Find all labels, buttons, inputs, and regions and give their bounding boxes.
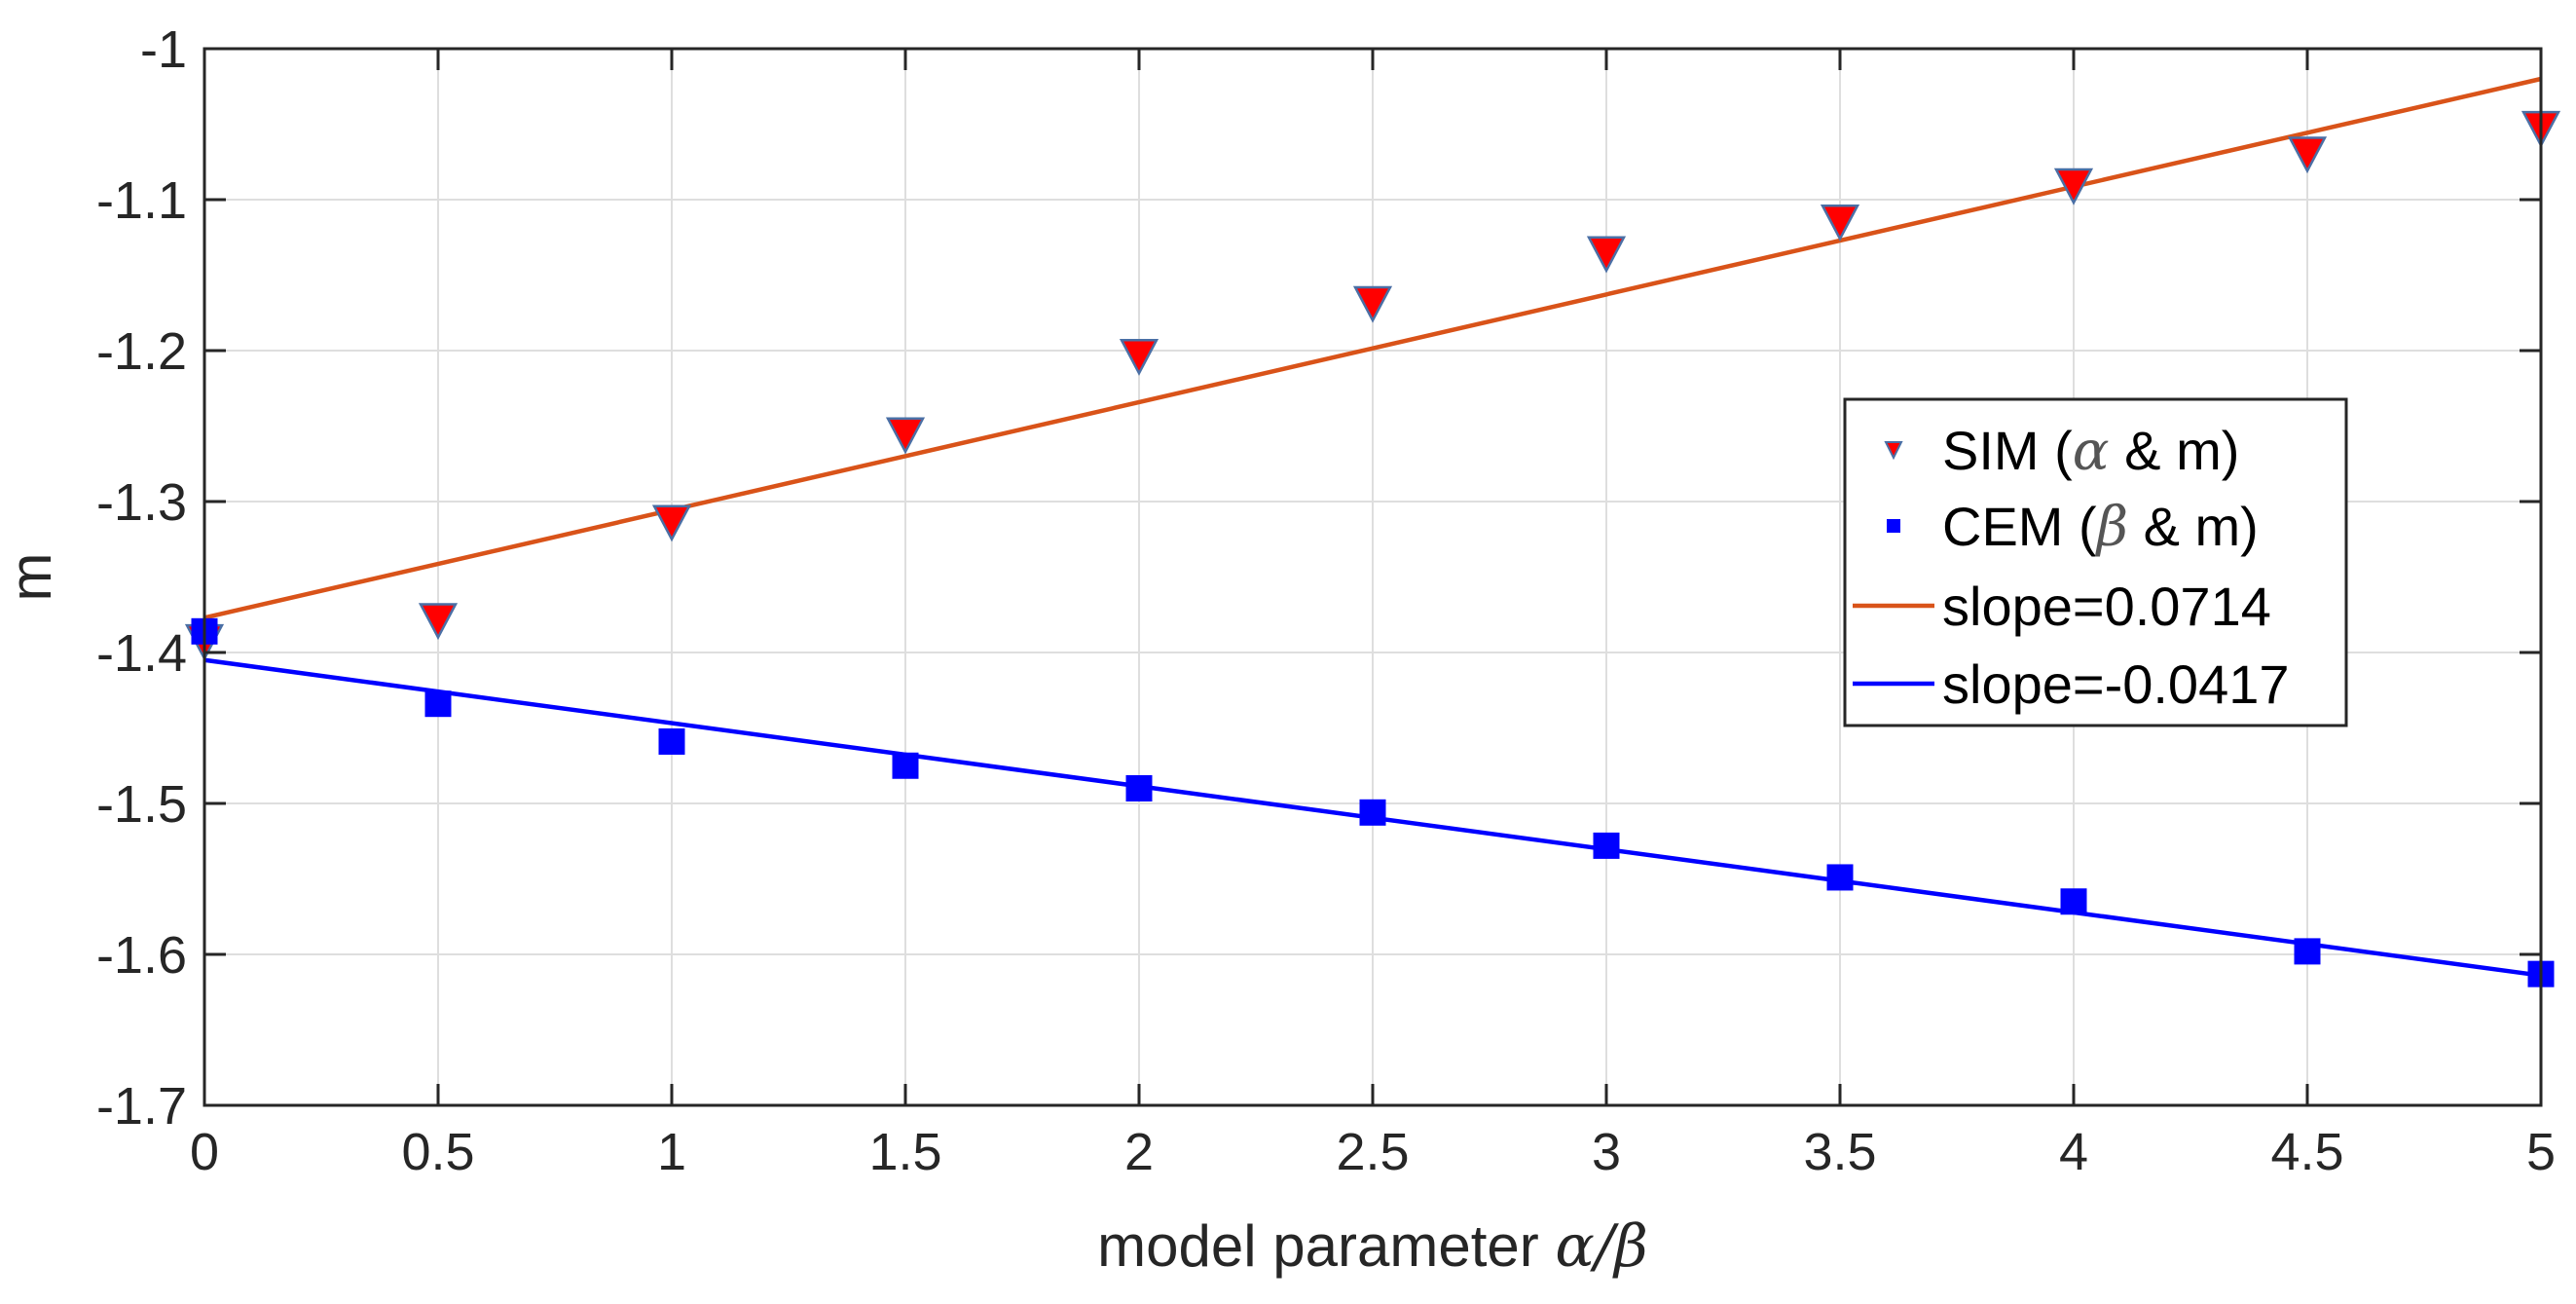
axes: 0 0.5 1 1.5 2 2.5 3 3.5 4 4.5 5 -1 -1.1 -1.2 -1.3 -1.4 -…	[96, 20, 2556, 1181]
x-tick-label: 1	[657, 1123, 686, 1181]
sim-point	[1586, 236, 1627, 274]
x-tick-label: 4	[2059, 1123, 2088, 1181]
y-axis-label: m	[0, 553, 63, 602]
cem-point	[1593, 832, 1620, 859]
y-tick-label: -1.2	[96, 322, 187, 381]
legend-entry-label: CEM (β & m)	[1942, 496, 2259, 559]
sim-point	[1119, 338, 1159, 376]
cem-point	[892, 752, 919, 779]
sim-point	[1352, 285, 1393, 323]
cem-point	[658, 727, 685, 755]
x-tick-label: 0.5	[401, 1123, 474, 1181]
legend-marker-cem	[1887, 519, 1900, 533]
sim-point	[2053, 168, 2094, 205]
x-axis-label: model parameter α/β	[1097, 1212, 1648, 1281]
legend-entry-label: SIM (α & m)	[1942, 420, 2239, 483]
cem-point	[424, 690, 452, 718]
fit-line-sim	[203, 76, 2542, 620]
x-tick-label: 2	[1124, 1123, 1154, 1181]
cem-point	[2294, 938, 2321, 965]
x-tick-label: 1.5	[868, 1123, 941, 1181]
cem-point	[1359, 799, 1386, 826]
y-tick-label: -1.1	[96, 171, 187, 230]
x-tick-label: 3.5	[1803, 1123, 1876, 1181]
legend: SIM (α & m) CEM (β & m) slope=0.0714 slope=…	[1843, 397, 2348, 727]
sim-point	[2287, 136, 2328, 174]
sim-point	[885, 417, 926, 455]
y-tick-label: -1.3	[96, 473, 187, 532]
plot-series	[184, 76, 2561, 987]
x-tick-label: 3	[1592, 1123, 1621, 1181]
legend-entry-label: slope=-0.0417	[1942, 653, 2290, 715]
y-tick-label: -1.4	[96, 624, 187, 683]
sim-point	[418, 603, 459, 641]
sim-point	[1820, 205, 1860, 242]
legend-box	[1843, 397, 2348, 727]
y-tick-label: -1.5	[96, 775, 187, 834]
cem-point	[2060, 888, 2087, 915]
axis-labels: model parameter α/β m	[0, 553, 1648, 1281]
cem-point	[1826, 864, 1854, 891]
x-tick-label: 2.5	[1336, 1123, 1409, 1181]
cem-point	[1125, 775, 1153, 801]
x-tick-label: 4.5	[2270, 1123, 2343, 1181]
x-tick-label: 0	[190, 1123, 219, 1181]
x-tick-label: 5	[2526, 1123, 2556, 1181]
y-tick-label: -1.7	[96, 1077, 187, 1136]
y-tick-label: -1	[140, 20, 187, 79]
y-tick-label: -1.6	[96, 926, 187, 985]
legend-marker-sim	[1884, 441, 1903, 461]
legend-entry-label: slope=0.0714	[1942, 576, 2271, 637]
sim-point	[651, 504, 692, 542]
